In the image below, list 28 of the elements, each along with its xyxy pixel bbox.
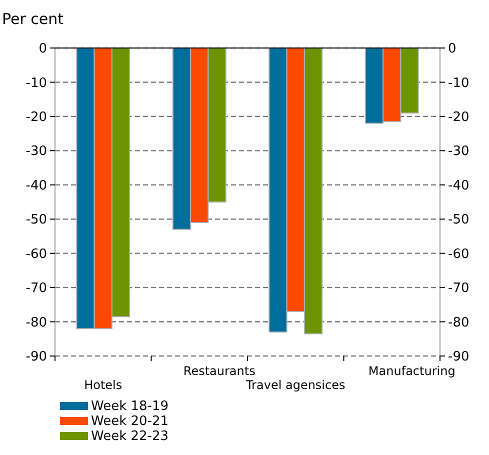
x-tick-label: Travel agensices <box>244 378 346 392</box>
legend-label: Week 18-19 <box>91 399 169 414</box>
y-tick-label: -90 <box>26 350 47 365</box>
x-tick-label: Manufacturing <box>368 364 456 378</box>
y2-tick-label: -60 <box>448 246 470 262</box>
y-tick-label: -80 <box>26 315 47 330</box>
y2-tick-label: 0 <box>448 42 456 57</box>
legend-label: Week 20-21 <box>91 414 169 429</box>
y-tick-label: -30 <box>26 144 47 160</box>
x-tick-label: Hotels <box>84 378 122 392</box>
y2-tick-label: -20 <box>448 110 470 125</box>
y-tick-label: -50 <box>26 212 47 228</box>
y2-tick-label: -10 <box>448 76 470 91</box>
y-tick-label: -10 <box>26 76 47 91</box>
y-tick-label: -20 <box>26 110 47 125</box>
y2-tick-label: -70 <box>448 281 470 296</box>
y2-tick-label: -90 <box>448 350 470 365</box>
y2-tick-label: -50 <box>448 212 470 228</box>
x-tick-label: Restaurants <box>183 364 256 378</box>
y-tick-label: 0 <box>38 42 47 57</box>
y2-tick-label: -80 <box>448 315 470 330</box>
legend-label: Week 22-23 <box>91 429 169 444</box>
y2-tick-label: -30 <box>448 144 470 160</box>
y2-tick-label: -40 <box>448 178 470 194</box>
y-axis-title: Per cent <box>2 10 64 28</box>
y-tick-label: -40 <box>26 178 47 194</box>
y-tick-label: -60 <box>26 246 47 262</box>
y-tick-label: -70 <box>26 281 47 296</box>
